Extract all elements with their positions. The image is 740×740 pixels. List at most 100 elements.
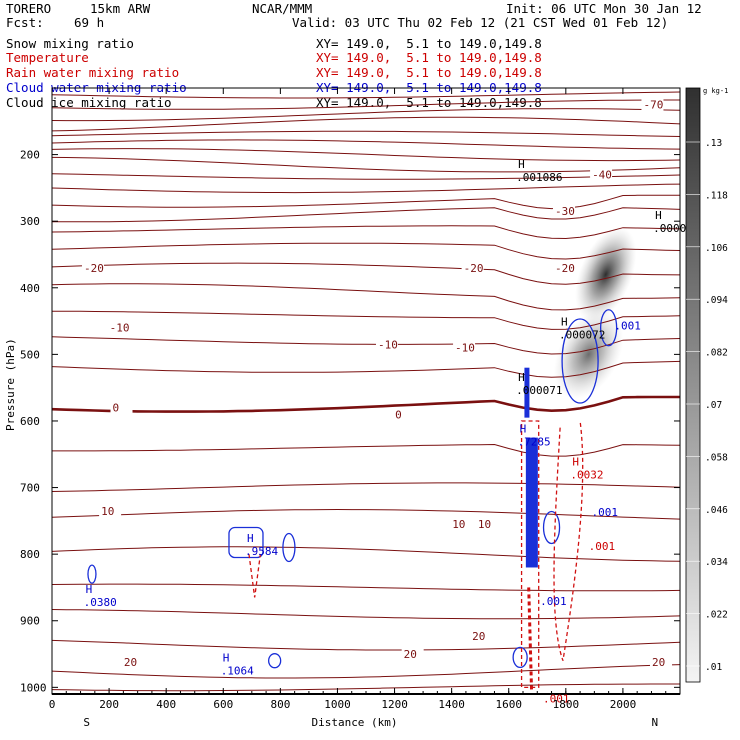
maximum-marker: H xyxy=(655,209,662,222)
temperature-label: 20 xyxy=(472,630,485,643)
x-tick-label: 400 xyxy=(156,698,176,711)
contour-label: .001 xyxy=(589,540,616,553)
y-axis-label: Pressure (hPa) xyxy=(4,338,17,431)
temperature-contour xyxy=(52,508,680,520)
colorbar-tick-label: .094 xyxy=(705,295,728,306)
temperature-contour xyxy=(52,443,680,457)
maximum-value: .9584 xyxy=(245,545,278,558)
temperature-contour xyxy=(52,130,680,137)
contour-label: .001 xyxy=(540,595,567,608)
fcst-value: 69 h xyxy=(74,15,105,30)
temperature-contour xyxy=(52,91,680,99)
temperature-label-bg xyxy=(99,503,122,517)
temperature-label-bg xyxy=(110,400,133,414)
field-xy-temperature: XY= 149.0, 5.1 to 149.0,149.8 xyxy=(316,50,542,65)
colorbar-tick-label: .07 xyxy=(705,400,722,411)
x-tick-label: 1800 xyxy=(553,698,580,711)
field-xy-cloud-ice: XY= 149.0, 5.1 to 149.0,149.8 xyxy=(316,95,542,110)
cloud-water-contour xyxy=(87,564,97,584)
temperature-contour xyxy=(52,360,680,378)
temperature-contour xyxy=(52,609,680,620)
y-tick-label: 600 xyxy=(20,415,40,428)
contour-label: .001 xyxy=(614,320,641,333)
temperature-contour xyxy=(52,283,680,311)
temperature-label-bg xyxy=(552,260,575,274)
temperature-label: 10 xyxy=(101,505,114,518)
freezing-level-contour xyxy=(52,395,680,413)
contour-label: .001 xyxy=(592,506,619,519)
maximum-value: .001086 xyxy=(516,171,562,184)
x-tick-label: 200 xyxy=(99,698,119,711)
y-tick-label: 500 xyxy=(20,348,40,361)
temperature-label: -40 xyxy=(592,169,612,182)
colorbar-tick-label: .106 xyxy=(705,243,728,254)
snow-shading-tail xyxy=(553,309,624,400)
maximum-value: .000071 xyxy=(516,384,562,397)
temperature-contour xyxy=(52,108,680,122)
temperature-label-bg xyxy=(552,204,575,218)
field-name-temperature: Temperature xyxy=(6,50,89,65)
field-name-rain: Rain water mixing ratio xyxy=(6,65,180,80)
model-resolution: 15km ARW xyxy=(90,1,151,16)
temperature-label-bg xyxy=(401,647,424,661)
rain-water-contour xyxy=(527,587,534,691)
y-tick-label: 1000 xyxy=(20,681,47,694)
cloud-water-contour xyxy=(542,510,561,545)
temperature-label: -20 xyxy=(555,262,575,275)
temperature-label: 10 xyxy=(452,518,465,531)
colorbar-tick-label: .058 xyxy=(705,452,728,463)
y-tick-label: 200 xyxy=(20,149,40,162)
temperature-contour xyxy=(52,310,680,330)
temperature-label-bg xyxy=(121,655,144,669)
maximum-marker: H xyxy=(572,456,579,469)
valid-time: Valid: 03 UTC Thu 02 Feb 12 (21 CST Wed … xyxy=(292,15,669,30)
cloud-water-column-upper xyxy=(524,367,530,418)
colorbar-tick-label: .022 xyxy=(705,610,728,621)
x-tick-label: 1000 xyxy=(324,698,351,711)
temperature-contour xyxy=(52,336,680,355)
field-name-snow: Snow mixing ratio xyxy=(6,36,134,51)
x-axis-label: Distance (km) xyxy=(311,716,397,729)
field-xy-rain: XY= 149.0, 5.1 to 149.0,149.8 xyxy=(316,65,542,80)
temperature-contour xyxy=(52,99,680,110)
rain-water-contour xyxy=(248,554,262,598)
temperature-contour xyxy=(52,207,680,223)
maximum-marker: H xyxy=(518,371,525,384)
snow-shading-core xyxy=(575,227,637,322)
maximum-marker: H xyxy=(520,422,527,435)
maximum-value: .0380 xyxy=(84,596,117,609)
init-time: Init: 06 UTC Mon 30 Jan 12 xyxy=(506,1,702,16)
y-tick-label: 400 xyxy=(20,282,40,295)
temperature-contour xyxy=(52,173,680,180)
temperature-label-bg xyxy=(81,260,104,274)
x-tick-label: 2000 xyxy=(610,698,637,711)
temperature-contour xyxy=(52,664,680,679)
temperature-contour xyxy=(52,583,680,592)
cloud-water-contour xyxy=(228,526,264,559)
temperature-label-bg xyxy=(461,260,484,274)
temperature-contour xyxy=(52,116,680,132)
temperature-label: -20 xyxy=(84,262,104,275)
colorbar-tick-label: .13 xyxy=(705,138,722,149)
temperature-contour xyxy=(52,148,680,162)
x-tick-label: 0 xyxy=(49,698,56,711)
temperature-contours xyxy=(52,91,680,692)
y-tick-label: 300 xyxy=(20,215,40,228)
temperature-label: -20 xyxy=(464,262,484,275)
temperature-label: 0 xyxy=(113,402,120,415)
cloud-water-column xyxy=(525,437,538,568)
cloud-water-contour xyxy=(282,532,296,563)
temperature-label: 10 xyxy=(478,518,491,531)
temperature-contour xyxy=(52,242,680,260)
temperature-label: 0 xyxy=(395,408,402,421)
maximum-value: .000072 xyxy=(559,329,605,342)
temperature-contour xyxy=(52,546,680,562)
y-tick-label: 700 xyxy=(20,482,40,495)
temperature-contour xyxy=(52,639,680,651)
temperature-label-bg xyxy=(641,97,664,111)
temperature-label: -10 xyxy=(378,338,398,351)
rain-water-contour xyxy=(520,420,540,688)
colorbar-tick-label: .118 xyxy=(705,190,728,201)
